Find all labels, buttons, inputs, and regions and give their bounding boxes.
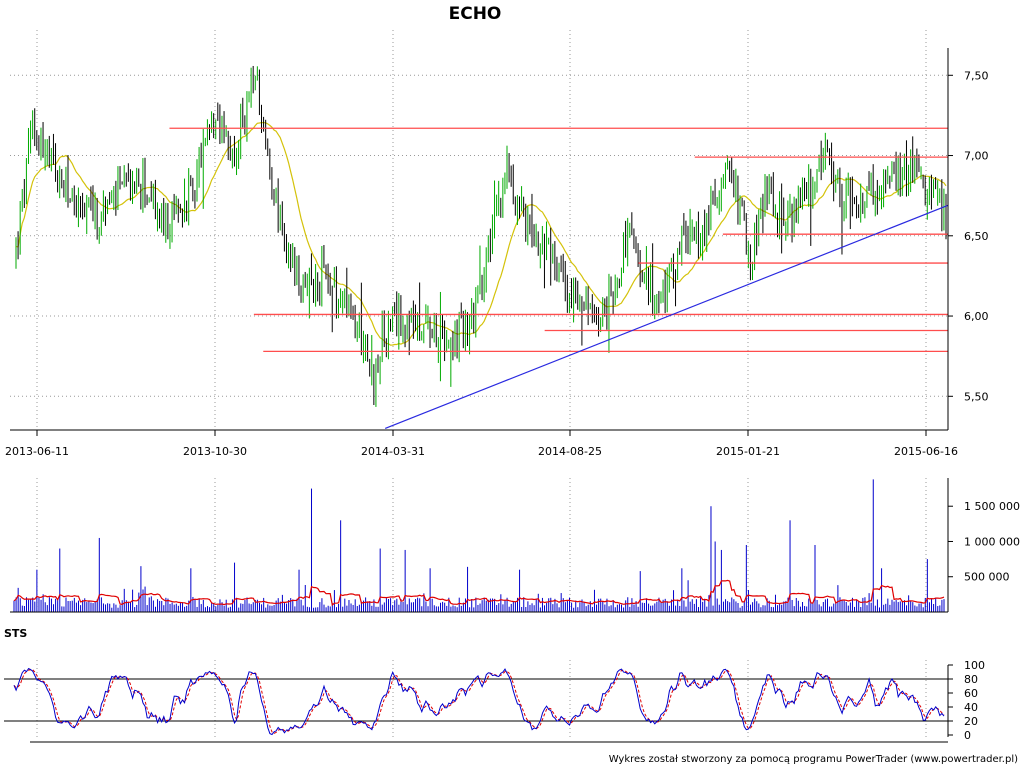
price-y-tick-label: 5,50 bbox=[964, 390, 989, 403]
sma-path bbox=[15, 122, 947, 346]
volume-bars bbox=[13, 479, 945, 612]
price-x-tick-label: 2013-06-11 bbox=[5, 445, 69, 458]
sts-y-tick-label: 40 bbox=[964, 701, 978, 714]
price-x-tick-label: 2014-08-25 bbox=[538, 445, 602, 458]
sts-main-line bbox=[13, 667, 945, 736]
sma-line bbox=[15, 122, 947, 346]
trend-line bbox=[384, 204, 949, 429]
volume-y-tick-label: 1 500 000 bbox=[964, 500, 1020, 513]
volume-y-ticks: 1 500 000 1 000 000 500 000 bbox=[948, 500, 1020, 584]
price-panel: 7,50 7,00 6,50 6,00 5,50 2013-06-11 2013-10-3… bbox=[5, 30, 989, 458]
volume-y-tick-label: 1 000 000 bbox=[964, 535, 1020, 548]
price-gridlines bbox=[10, 30, 948, 430]
volume-average-line bbox=[13, 579, 945, 607]
price-x-tick-label: 2014-03-31 bbox=[361, 445, 425, 458]
credit-text: Wykres został stworzony za pomocą progra… bbox=[609, 754, 1018, 765]
sts-gridlines bbox=[36, 660, 927, 740]
sts-lines bbox=[13, 667, 945, 736]
volume-gridlines bbox=[36, 478, 927, 612]
sts-y-tick-label: 100 bbox=[964, 659, 985, 672]
chart-title: ECHO bbox=[449, 4, 502, 24]
volume-panel: 1 500 000 1 000 000 500 000 bbox=[10, 478, 1020, 613]
sts-label: STS bbox=[4, 627, 27, 640]
price-x-tick-label: 2015-06-16 bbox=[894, 445, 958, 458]
price-y-ticks: 7,50 7,00 6,50 6,00 5,50 bbox=[948, 69, 989, 403]
price-y-tick-label: 7,00 bbox=[964, 150, 989, 163]
price-y-tick-label: 6,50 bbox=[964, 230, 989, 243]
volume-average-path bbox=[13, 579, 945, 607]
volume-y-tick-label: 500 000 bbox=[964, 571, 1010, 584]
sts-y-tick-label: 60 bbox=[964, 687, 978, 700]
sts-levels bbox=[4, 678, 948, 722]
trend-line-path bbox=[384, 204, 949, 429]
price-x-tick-label: 2013-10-30 bbox=[183, 445, 247, 458]
sts-y-tick-label: 20 bbox=[964, 715, 978, 728]
price-x-ticks: 2013-06-11 2013-10-30 2014-03-31 2014-08-25… bbox=[5, 430, 958, 458]
sts-y-tick-label: 80 bbox=[964, 673, 978, 686]
price-y-tick-label: 6,00 bbox=[964, 310, 989, 323]
sts-y-tick-label: 0 bbox=[964, 729, 971, 742]
price-y-tick-label: 7,50 bbox=[964, 69, 989, 82]
price-candles bbox=[15, 65, 947, 407]
price-x-tick-label: 2015-01-21 bbox=[716, 445, 780, 458]
support-resistance-lines bbox=[169, 127, 948, 353]
